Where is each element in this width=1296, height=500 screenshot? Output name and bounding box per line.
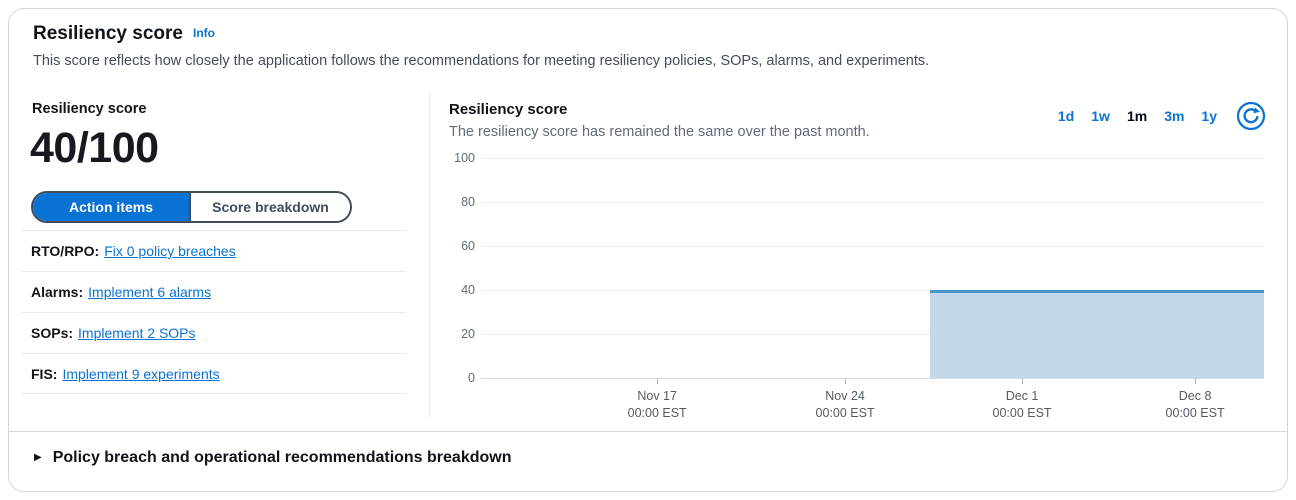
x-axis-label: Nov 17 00:00 EST (627, 389, 687, 420)
expander-label: Policy breach and operational recommenda… (52, 449, 512, 466)
action-item-label: FIS: (31, 365, 58, 382)
card-header: Resiliency score Info (33, 23, 215, 45)
y-axis-label-40: 40 (461, 283, 475, 297)
x-axis-tick (1195, 378, 1197, 384)
action-item-row-fis: FIS: Implement 9 experiments (21, 353, 406, 394)
resiliency-score-card: Resiliency score Info This score reflects… (8, 8, 1288, 492)
info-link[interactable]: Info (192, 26, 215, 40)
breakdown-expander[interactable]: ▶ Policy breach and operational recommen… (34, 449, 511, 467)
fix-policy-breaches-link[interactable]: Fix 0 policy breaches (104, 243, 236, 259)
y-axis-label-20: 20 (461, 327, 475, 341)
page-title: Resiliency score (33, 23, 183, 44)
action-item-label: SOPs: (31, 325, 74, 341)
gridline-80 (481, 202, 1264, 203)
x-axis-tick (845, 378, 847, 384)
gridline-20 (481, 334, 1264, 335)
refresh-icon (1236, 101, 1266, 134)
tab-score-breakdown[interactable]: Score breakdown (191, 193, 350, 221)
y-axis-label-60: 60 (461, 239, 475, 253)
time-range-selector: 1d 1w 1m 3m 1y (1058, 101, 1266, 131)
range-1y[interactable]: 1y (1201, 108, 1217, 124)
x-axis-label: Dec 8 00:00 EST (1165, 389, 1225, 420)
refresh-button[interactable] (1236, 101, 1266, 131)
header-description: This score reflects how closely the appl… (33, 53, 930, 69)
resiliency-score-area-series[interactable] (929, 290, 1264, 378)
caret-right-icon: ▶ (34, 452, 42, 463)
y-axis-label-80: 80 (461, 195, 475, 209)
x-axis-tick (657, 378, 659, 384)
vertical-divider (429, 91, 430, 419)
action-item-row-sops: SOPs: Implement 2 SOPs (21, 312, 406, 353)
gridline-40 (481, 290, 1264, 291)
range-1w[interactable]: 1w (1091, 108, 1110, 124)
footer-divider (9, 431, 1287, 432)
range-1m[interactable]: 1m (1126, 108, 1148, 124)
chart-plot-area[interactable] (481, 158, 1264, 384)
range-3m[interactable]: 3m (1164, 108, 1185, 124)
gridline-100 (481, 158, 1264, 159)
tab-action-items[interactable]: Action items (33, 193, 191, 221)
implement-experiments-link[interactable]: Implement 9 experiments (62, 365, 220, 382)
y-axis-label-0: 0 (468, 371, 475, 385)
gridline-0 (481, 378, 1264, 379)
implement-alarms-link[interactable]: Implement 6 alarms (88, 284, 212, 300)
chart-title: Resiliency score (449, 101, 568, 118)
view-toggle: Action items Score breakdown (31, 191, 352, 223)
y-axis: 0 20 40 60 80 100 (439, 151, 475, 385)
chart-subtitle: The resiliency score has remained the sa… (449, 124, 870, 140)
x-axis: Nov 17 00:00 EST Nov 24 00:00 EST Dec 1 00:00… (481, 388, 1264, 428)
y-axis-label-100: 100 (454, 151, 475, 165)
implement-sops-link[interactable]: Implement 2 SOPs (78, 325, 196, 341)
action-item-row-alarms: Alarms: Implement 6 alarms (21, 271, 406, 312)
x-axis-tick (1022, 378, 1024, 384)
action-item-label: RTO/RPO: (31, 243, 100, 259)
score-value: 40/100 (30, 124, 159, 172)
action-item-label: Alarms: (31, 284, 84, 300)
x-axis-label: Dec 1 00:00 EST (992, 389, 1052, 420)
range-1d[interactable]: 1d (1057, 108, 1075, 124)
action-item-row-rto-rpo: RTO/RPO: Fix 0 policy breaches (21, 230, 406, 271)
score-panel-title: Resiliency score (32, 101, 147, 117)
gridline-60 (481, 246, 1264, 247)
action-items-list: RTO/RPO: Fix 0 policy breaches Alarms: I… (21, 230, 406, 394)
x-axis-label: Nov 24 00:00 EST (815, 389, 875, 420)
